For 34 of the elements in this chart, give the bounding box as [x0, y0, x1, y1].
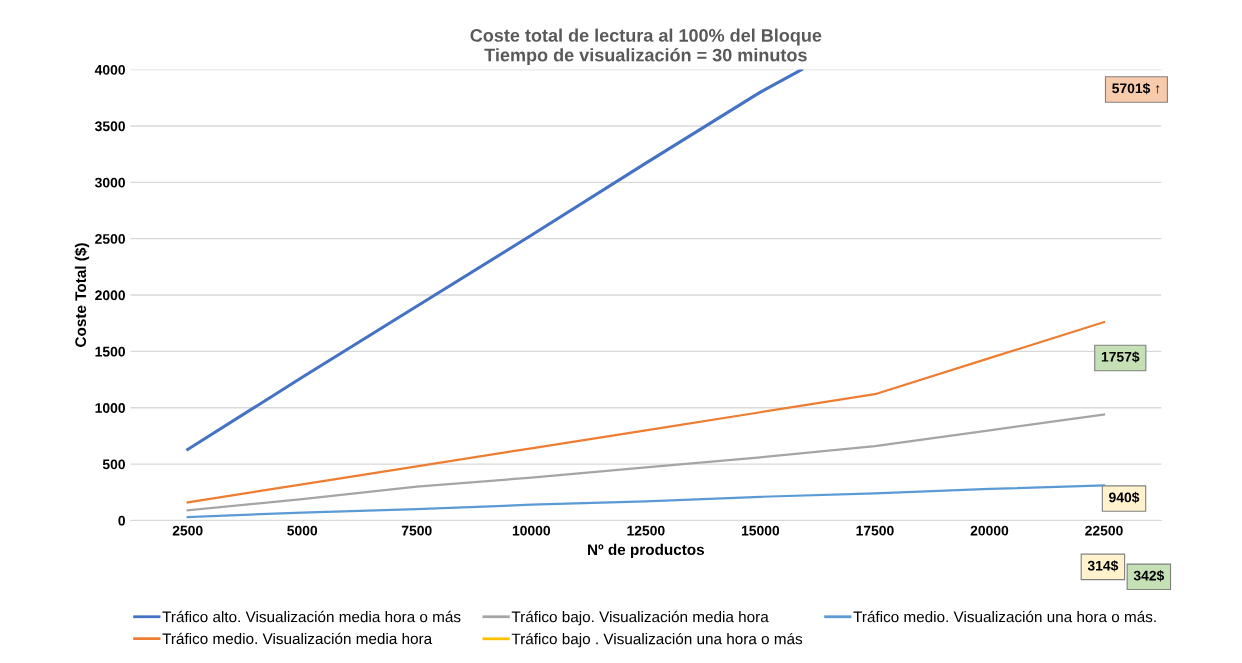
y-tick-label: 500 — [102, 459, 125, 470]
legend-label: Tráfico bajo. Visualización media hora — [511, 610, 769, 626]
y-tick-label: 1500 — [95, 346, 125, 357]
chart-title: Coste total de lectura al 100% del Bloque Tiempo de visualización = 30 minutos — [470, 28, 822, 66]
x-tick-label: 2500 — [172, 525, 203, 536]
x-tick-label: 10000 — [512, 525, 551, 536]
y-axis-title: Coste Total ($) — [74, 243, 90, 347]
y-tick-label: 0 — [118, 515, 125, 526]
annotation: 5701$ ↑ — [1112, 82, 1160, 95]
y-tick-label: 2000 — [95, 290, 125, 301]
line-series — [186, 413, 1106, 512]
annotation: 940$ — [1109, 491, 1140, 504]
x-tick-label: 12500 — [627, 525, 665, 536]
x-axis-title: Nº de productos — [588, 543, 705, 559]
y-tick-label: 3000 — [94, 177, 125, 188]
legend-label: Tráfico alto. Visualización media hora o más — [162, 610, 461, 623]
text: 314$ — [1087, 560, 1119, 572]
line-series — [186, 484, 1106, 519]
legend-label: Tráfico medio. Visualización media hora — [162, 632, 433, 645]
x-tick-label: 22500 — [1085, 525, 1123, 536]
x-tick-label: 5000 — [287, 525, 318, 536]
y-tick-label: 2500 — [95, 234, 125, 244]
annotation: 1757$ — [1101, 351, 1140, 363]
line-series — [186, 69, 804, 451]
y-tick-label: 1000 — [95, 403, 125, 413]
x-tick-label: 15000 — [741, 525, 780, 536]
text: 342$ — [1133, 570, 1165, 582]
legend-label: Tráfico bajo . Visualización una hora o más — [511, 632, 803, 648]
legend-label: Tráfico medio. Visualización una hora o más. — [853, 610, 1156, 623]
y-tick-label: 3500 — [94, 121, 125, 132]
x-tick-label: 17500 — [856, 525, 894, 536]
y-tick-label: 4000 — [94, 64, 125, 75]
x-tick-label: 20000 — [970, 525, 1009, 536]
x-tick-label: 7500 — [401, 525, 432, 536]
